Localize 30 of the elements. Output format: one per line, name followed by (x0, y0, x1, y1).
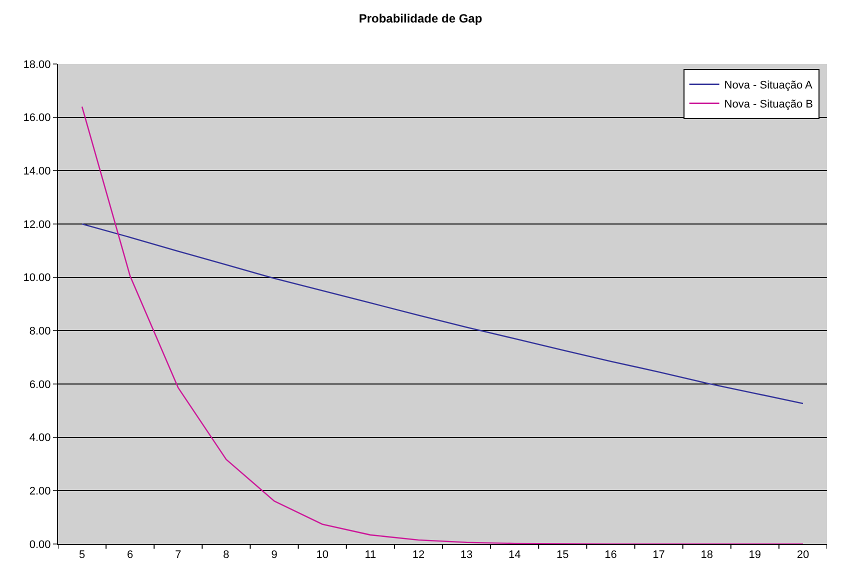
x-tick-label: 20 (796, 549, 810, 562)
x-tick-label: 16 (604, 549, 617, 562)
legend-label: Nova - Situação B (724, 98, 813, 111)
y-tick-label: 16.00 (23, 112, 51, 124)
legend-label: Nova - Situação A (724, 80, 814, 92)
x-tick-label: 8 (223, 549, 230, 562)
x-tick-label: 7 (175, 549, 182, 562)
x-tick-label: 15 (556, 549, 569, 562)
y-tick-label: 6.00 (29, 378, 51, 391)
x-tick-label: 14 (508, 549, 521, 562)
y-tick-label: 0.00 (29, 538, 51, 551)
x-tick-label: 9 (271, 549, 278, 562)
line-series (81, 223, 804, 404)
x-tick-label: 6 (127, 549, 134, 562)
y-tick-label: 2.00 (29, 486, 51, 498)
x-tick-label: 18 (700, 549, 713, 562)
y-tick-label: 4.00 (29, 432, 51, 444)
y-tick-label: 10.00 (23, 272, 51, 284)
x-tick-label: 13 (460, 549, 473, 562)
y-tick-label: 12.00 (23, 218, 51, 231)
x-tick-label: 10 (316, 549, 328, 562)
x-tick-label: 11 (364, 549, 376, 562)
x-tick-label: 12 (412, 549, 425, 562)
chart-title: Probabilidade de Gap (358, 12, 482, 26)
x-tick-label: 5 (78, 549, 86, 562)
x-tick-label: 19 (748, 549, 762, 562)
x-tick-label: 17 (652, 549, 665, 562)
y-tick-label: 8.00 (29, 326, 51, 338)
y-tick-label: 14.00 (23, 166, 51, 178)
y-tick-label: 18.00 (23, 58, 51, 71)
